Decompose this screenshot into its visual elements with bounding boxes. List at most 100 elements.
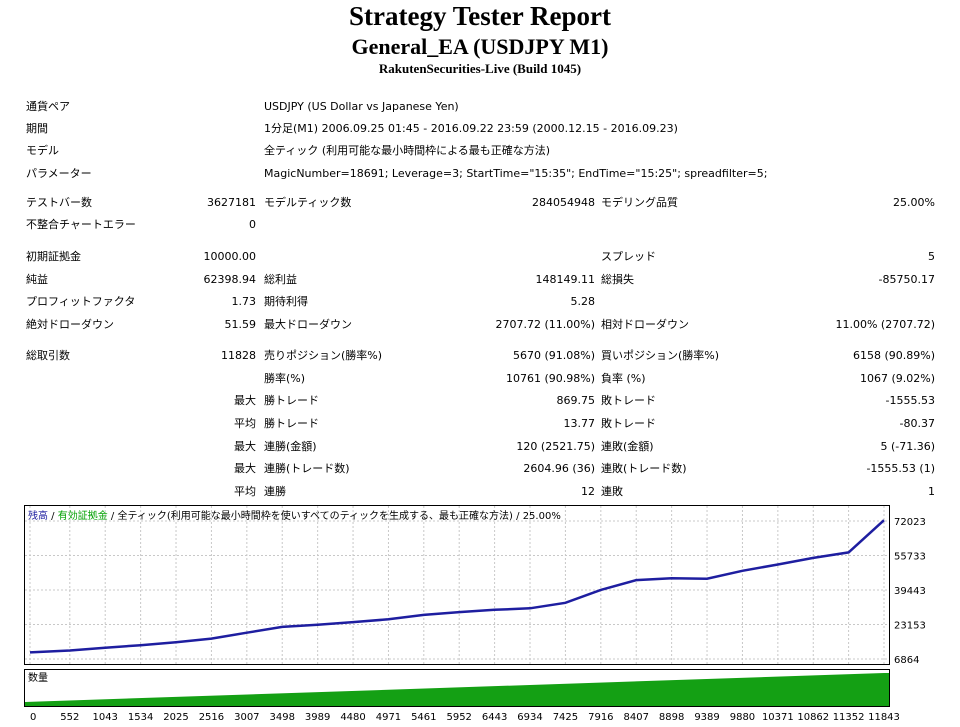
balance-legend: 残高 — [28, 509, 48, 522]
largest-win-value: 869.75 — [556, 394, 596, 407]
avg-cons-wins-value: 12 — [581, 485, 595, 498]
server-build: RakutenSecurities-Live (Build 1045) — [378, 61, 582, 76]
chart-caption: 残高 / 有効証拠金 / 全ティック(利用可能な最小時間枠を使いすべてのティック… — [28, 509, 561, 522]
long-positions-value: 6158 (90.89%) — [852, 349, 935, 362]
x-tick-label: 8898 — [659, 712, 684, 723]
net-profit-label: 純益 — [26, 273, 48, 286]
chart-grid — [25, 506, 889, 664]
period-value: 1分足(M1) 2006.09.25 01:45 - 2016.09.22 23… — [264, 122, 678, 135]
parameters-value: MagicNumber=18691; Leverage=3; StartTime… — [264, 167, 768, 180]
chart-frame — [24, 505, 890, 665]
y-tick-label: 23153 — [894, 621, 926, 632]
abs-drawdown-label: 絶対ドローダウン — [26, 318, 114, 331]
largest-loss-label: 敗トレード — [601, 394, 656, 407]
long-positions-label: 買いポジション(勝率%) — [601, 349, 720, 362]
y-tick-label: 72023 — [894, 517, 926, 528]
x-tick-label: 1043 — [92, 712, 117, 723]
max-cons-wins-qualifier: 最大 — [234, 440, 256, 453]
mismatch-value: 0 — [249, 218, 256, 231]
average-loss-label: 敗トレード — [601, 417, 656, 430]
volume-label: 数量 — [28, 671, 48, 684]
average-win-label: 勝トレード — [264, 417, 319, 430]
x-tick-label: 7916 — [588, 712, 613, 723]
profit-factor-label: プロフィットファクタ — [26, 295, 136, 308]
cons-losses-amount-label: 連敗(金額) — [601, 440, 654, 453]
total-trades-value: 11828 — [221, 349, 256, 362]
model-quality-value: 25.00% — [893, 196, 935, 209]
model-ticks-value: 284054948 — [532, 196, 595, 209]
profit-factor-value: 1.73 — [231, 295, 257, 308]
short-positions-label: 売りポジション(勝率%) — [264, 349, 383, 362]
net-profit-value: 62398.94 — [203, 273, 257, 286]
max-cons-profit-qualifier: 最大 — [234, 462, 256, 475]
x-tick-label: 9880 — [730, 712, 755, 723]
y-tick-label: 6864 — [894, 655, 919, 666]
loss-rate-label: 負率 (%) — [601, 372, 646, 385]
x-tick-label: 2516 — [199, 712, 224, 723]
legend-separator: / — [48, 511, 58, 522]
x-tick-label: 11352 — [833, 712, 865, 723]
x-tick-label: 10371 — [762, 712, 794, 723]
caption-model: / 全ティック(利用可能な最小時間枠を使いすべてのティックを生成する、最も正確な… — [108, 509, 561, 522]
report-subtitle: General_EA (USDJPY M1) — [351, 34, 609, 59]
cons-profit-value: 2604.96 (36) — [523, 462, 595, 475]
x-tick-label: 552 — [60, 712, 79, 723]
x-axis-ticks: 0 552 1043 1534 2025 2516 3007 3498 3989 4480 4971… — [30, 712, 900, 723]
model-quality-label: モデリング品質 — [601, 196, 678, 209]
cons-wins-amount-label: 連勝(金額) — [264, 440, 317, 453]
gross-profit-label: 総利益 — [264, 273, 297, 286]
largest-loss-value: -1555.53 — [885, 394, 935, 407]
x-tick-label: 5952 — [446, 712, 471, 723]
cons-profit-label: 連勝(トレード数) — [264, 462, 350, 475]
average-label: 平均 — [234, 417, 256, 430]
cons-wins-amount-value: 120 (2521.75) — [516, 440, 595, 453]
expected-payoff-value: 5.28 — [570, 295, 596, 308]
abs-drawdown-value: 51.59 — [224, 318, 257, 331]
loss-rate-value: 1067 (9.02%) — [859, 372, 935, 385]
model-ticks-label: モデルティック数 — [264, 196, 352, 209]
y-axis-ticks: 72023 55733 39443 23153 6864 — [894, 517, 926, 666]
initial-deposit-label: 初期証拠金 — [26, 250, 81, 263]
expected-payoff-label: 期待利得 — [264, 295, 308, 308]
x-tick-label: 6443 — [482, 712, 507, 723]
avg-cons-losses-label: 連敗 — [601, 485, 623, 498]
x-tick-label: 9389 — [694, 712, 719, 723]
period-label: 期間 — [26, 122, 48, 135]
cons-loss-count-value: -1555.53 (1) — [866, 462, 935, 475]
max-drawdown-label: 最大ドローダウン — [264, 318, 352, 331]
spread-value: 5 — [928, 250, 935, 263]
x-tick-label: 3007 — [234, 712, 259, 723]
y-tick-label: 39443 — [894, 586, 926, 597]
parameters-label: パラメーター — [26, 167, 92, 180]
x-tick-label: 4480 — [340, 712, 365, 723]
x-tick-label: 10862 — [797, 712, 829, 723]
rel-drawdown-label: 相対ドローダウン — [601, 318, 689, 331]
symbol-value: USDJPY (US Dollar vs Japanese Yen) — [264, 100, 459, 113]
spread-label: スプレッド — [601, 250, 656, 263]
largest-win-label: 勝トレード — [264, 394, 319, 407]
balance-line — [29, 519, 885, 654]
gross-loss-value: -85750.17 — [878, 273, 935, 286]
cons-losses-amount-value: 5 (-71.36) — [880, 440, 935, 453]
avg-cons-qualifier: 平均 — [234, 485, 256, 498]
gross-profit-value: 148149.11 — [535, 273, 596, 286]
x-tick-label: 8407 — [624, 712, 649, 723]
x-tick-label: 11843 — [868, 712, 900, 723]
rel-drawdown-value: 11.00% (2707.72) — [835, 318, 935, 331]
x-tick-label: 2025 — [163, 712, 188, 723]
avg-cons-losses-value: 1 — [928, 485, 935, 498]
x-tick-label: 5461 — [411, 712, 436, 723]
x-tick-label: 4971 — [376, 712, 401, 723]
average-loss-value: -80.37 — [899, 417, 935, 430]
x-tick-label: 7425 — [553, 712, 578, 723]
symbol-label: 通貨ペア — [26, 100, 70, 113]
max-drawdown-value: 2707.72 (11.00%) — [495, 318, 595, 331]
report-title: Strategy Tester Report — [349, 1, 611, 31]
win-rate-label: 勝率(%) — [264, 372, 306, 385]
x-tick-label: 3989 — [305, 712, 330, 723]
cons-loss-count-label: 連敗(トレード数) — [601, 462, 687, 475]
test-bars-label: テストバー数 — [26, 196, 92, 209]
y-tick-label: 55733 — [894, 552, 926, 563]
model-value: 全ティック (利用可能な最小時間枠による最も正確な方法) — [264, 144, 551, 157]
total-trades-label: 総取引数 — [26, 349, 70, 362]
